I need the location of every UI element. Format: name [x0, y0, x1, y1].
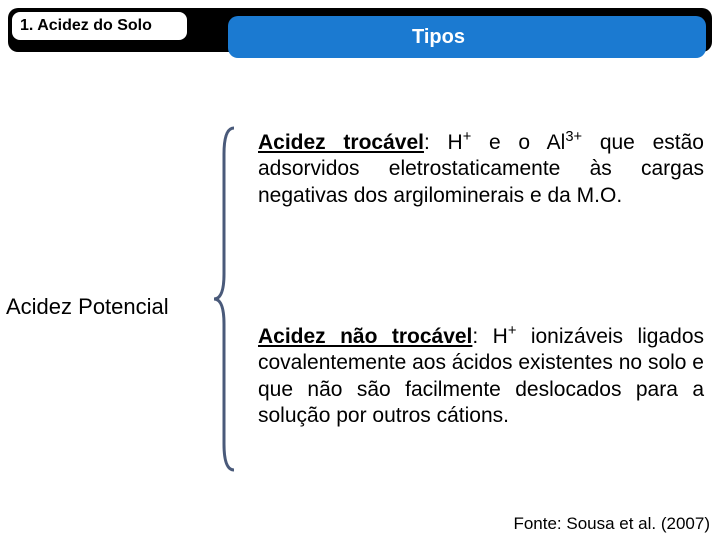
term-trocavel: Acidez trocável: [258, 131, 424, 154]
section-label: 1. Acidez do Solo: [12, 12, 187, 40]
subtitle-bar: Tipos: [228, 16, 706, 58]
definition-trocavel: Acidez trocável: H+ e o Al3+ que estão a…: [258, 128, 704, 209]
side-heading: Acidez Potencial: [6, 294, 169, 320]
definition-nao-trocavel: Acidez não trocável: H+ ionizáveis ligad…: [258, 322, 704, 429]
term-nao-trocavel: Acidez não trocável: [258, 325, 472, 348]
source-citation: Fonte: Sousa et al. (2007): [513, 514, 710, 534]
brace-icon: [210, 124, 238, 474]
